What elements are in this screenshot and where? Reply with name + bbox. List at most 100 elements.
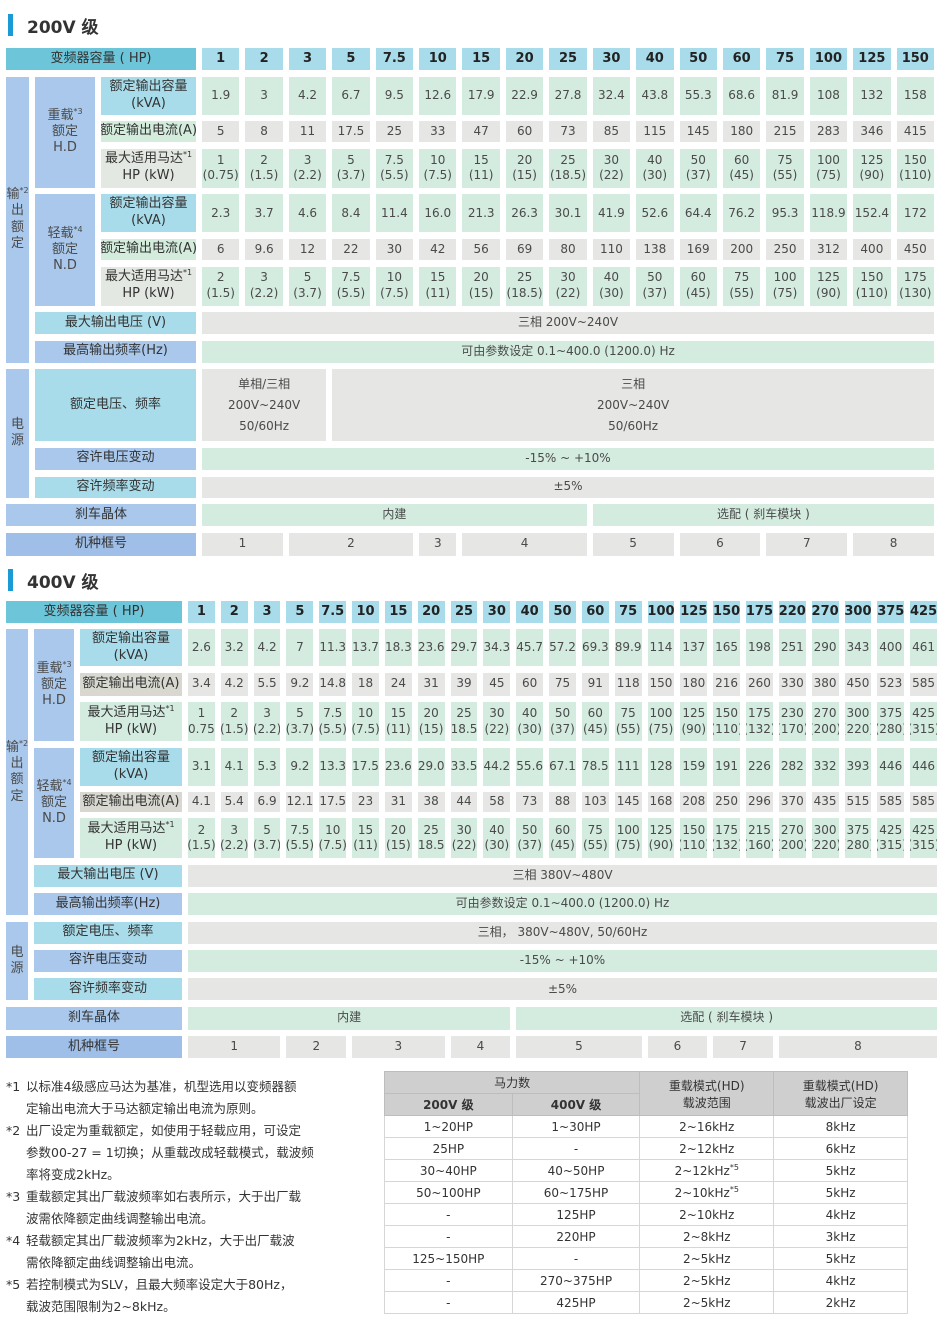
cell-text: (18.5) [450,721,478,736]
cell-text: 38 [423,794,439,809]
cell-text: (30) [599,286,624,301]
hp-400v-cell: 425HP [511,1291,641,1314]
cell-text: (1.5) [206,286,235,301]
footnote-key: *2 [6,1123,21,1138]
cell-text: 出 [10,756,24,771]
cell-text: 400 [879,640,903,655]
nd-motor-cell: 40 (30) [592,266,631,306]
nd-motor-cell: 20 (15) [384,818,412,859]
footnote: *3 重载额定其出厂载波频率如右表所示，大于出厂载 波需依降额定曲线调整输出电流。 [6,1186,336,1230]
cell-text: 机种框号 [74,535,127,551]
cell-text: 6.7 [341,87,361,102]
nd-motor-cell: 125 (90) [647,818,675,859]
cell-text: 523 [879,676,903,691]
cell-text: 415 [903,123,927,138]
frame-value: 2 [286,1036,347,1059]
hp-header-cell: 150 [896,48,934,70]
cell-text: 88 [554,794,571,809]
tol-voltage-label: 容许电压变动 [34,949,182,972]
hd-motor-cell: 150(110) [713,702,741,742]
footnote-line: 载波范围限制为2~8kHz。 [26,1299,176,1314]
nd-kva-cell: 152.4 [853,194,891,233]
nd-current-cell: 73 [516,791,544,812]
cell-text: 41.9 [598,205,625,220]
footnote-ref: *5 [729,1162,739,1172]
cell-text: 10 [356,603,375,619]
cell-text: (5.5) [286,838,314,853]
cell-text: 源 [10,960,24,976]
nd-kva-cell: 226 [746,747,773,786]
hd-motor-cell: 7.5 (5.5) [375,148,414,188]
hd-kva-cell: 89.9 [614,629,642,667]
cell-text: 330 [780,676,804,691]
carrier-range-cell: 2~5kHz [639,1247,775,1270]
cell-text: 15 [390,706,406,721]
cell-text: 50 [689,50,708,66]
carrier-row: -270~375HP 2~5kHz 4kHz [384,1269,908,1292]
cell-text: 75 [587,822,603,837]
cell-text: 选配 ( 刹车模块 ) [716,507,810,522]
hp-200v-cell: - [384,1203,513,1226]
nd-kva-cell: 5.3 [253,747,281,786]
carrier-row: 125~150HP -2~5kHz 5kHz [384,1247,908,1270]
frame-value: 6 [679,532,761,556]
hd-current-cell: 24 [384,672,412,696]
hp-header-cell: 50 [679,48,717,70]
cell-text: H.D [53,140,77,156]
footnote-ref: *1 [182,268,193,278]
cell-text: 125 [649,822,673,837]
carrier-row: -425HP 2~5kHz 2kHz [384,1291,908,1314]
nd-motor-cell: 7.5 (5.5) [286,818,314,859]
cell-text: 175 [746,603,773,619]
nd-kva-cell: 8.4 [332,194,370,233]
cell-text: 81.9 [771,87,799,102]
cell-text: 375 [877,603,905,619]
cell-text: 15 [357,822,374,837]
cell-text: 30 [489,706,505,721]
hd-kva-cell: 7 [286,629,314,667]
cell-text: 200V~240V [227,397,301,412]
cell-text: 12.1 [286,794,314,809]
cell-text: (37) [517,838,542,853]
hp-200v-cell: 25HP [384,1137,513,1160]
nd-kva-cell: 44.2 [483,747,511,786]
cell-text: 2 [230,706,239,721]
cell-text: 52.6 [641,205,669,220]
cell-text: 29.7 [450,640,478,655]
cell-text: 425 [910,603,937,619]
cell-text: 159 [682,758,706,773]
title-bar-icon [8,569,13,591]
cell-text: 7 [802,536,811,551]
hp-header-cell: 75 [614,601,642,623]
cell-text: (280) [877,721,904,736]
nd-kva-cell: 3.7 [245,194,283,233]
cell-text: 5 [303,270,312,285]
frame-label: 机种框号 [6,532,196,556]
cell-text: -15% ~ +10% [519,953,606,968]
cell-text: 67.1 [549,758,576,773]
hp-200v-cell: 50~100HP [384,1181,513,1204]
cell-text: 60 [734,152,750,167]
nd-motor-cell: 7.5 (5.5) [332,266,370,306]
cell-text: 200 [730,241,754,256]
hd-kva-cell: 2.6 [188,629,215,667]
brake-value: 内建 [188,1006,511,1030]
hp-header-cell: 1 [202,48,240,70]
cell-text: 208 [682,794,706,809]
cell-text: 6 [716,536,724,551]
cell-text: (11) [468,168,494,183]
cell-text: 25 [558,50,578,66]
hp-header-cell: 25 [450,601,478,623]
hd-current-cell: 85 [592,121,631,143]
cell-text: 2 [229,603,239,619]
hd-motor-cell: 175(132) [746,702,773,742]
hd-motor-cell: 7.5 (5.5) [319,702,347,742]
hd-kva-cell: 4.2 [288,76,327,115]
cell-text: 机种框号 [67,1038,120,1054]
cell-text: 60 [586,603,605,619]
cell-text: (75) [816,168,841,183]
cell-text: 25 [456,706,472,721]
cell-text: 最大适用马达*1 [87,703,175,720]
title-bar-icon [8,14,13,36]
hd-motor-cell: 60 (45) [581,702,609,742]
